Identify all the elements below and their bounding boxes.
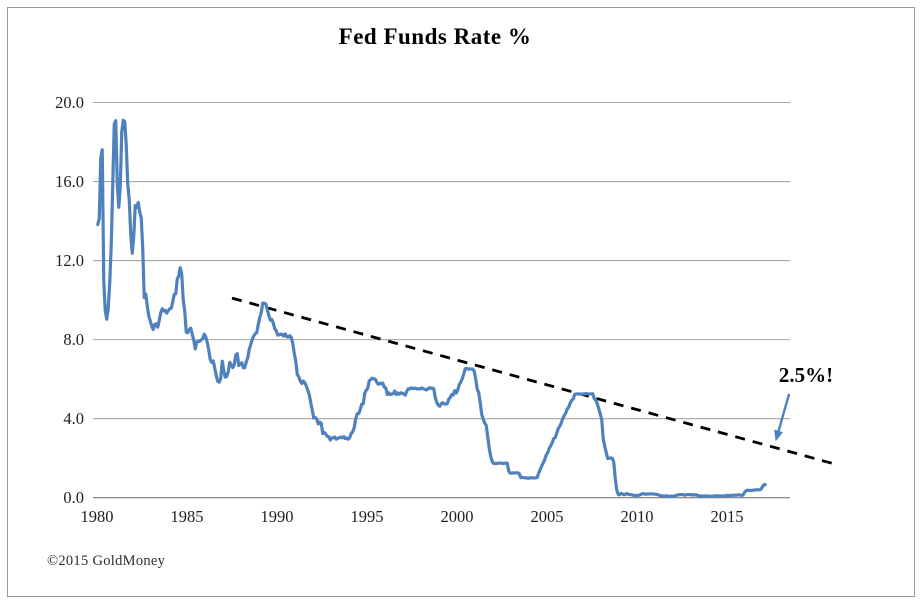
y-axis-tick-labels: 0.0 4.0 8.0 12.0 16.0 20.0 (55, 93, 84, 507)
y-tick-label: 12.0 (55, 251, 84, 270)
trendline-dashed (231, 296, 839, 467)
x-tick-label: 1995 (351, 507, 384, 526)
x-tick-label: 2000 (441, 507, 474, 526)
copyright-text: ©2015 GoldMoney (47, 553, 166, 569)
x-axis-tick-labels: 1980 1985 1990 1995 2000 2005 2010 2015 (81, 507, 744, 526)
x-tick-label: 2015 (711, 507, 744, 526)
x-tick-label: 1990 (261, 507, 294, 526)
y-tick-label: 8.0 (63, 330, 84, 349)
annotation-label: 2.5%! (778, 363, 834, 387)
y-tick-label: 0.0 (63, 488, 84, 507)
trendline (231, 296, 839, 467)
x-tick-label: 2005 (531, 507, 564, 526)
x-tick-label: 1985 (171, 507, 204, 526)
y-tick-label: 16.0 (55, 172, 84, 191)
fed-funds-rate-line (96, 118, 767, 498)
y-tick-label: 4.0 (63, 409, 84, 428)
arrow-head (774, 429, 784, 442)
chart-title: Fed Funds Rate % (338, 24, 532, 49)
x-tick-label: 1980 (81, 507, 114, 526)
gridlines (93, 101, 790, 499)
y-tick-label: 20.0 (55, 93, 84, 112)
x-tick-label: 2010 (621, 507, 654, 526)
arrow-shaft (777, 393, 791, 432)
annotation-arrow (774, 393, 791, 442)
series-line (96, 118, 767, 498)
